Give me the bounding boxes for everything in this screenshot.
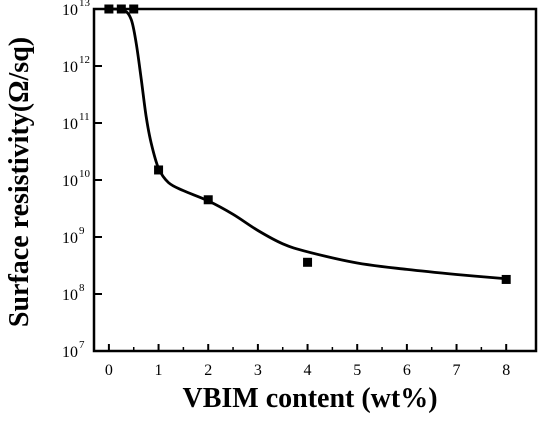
y-tick-exponent: 9	[79, 225, 85, 237]
y-tick-label: 10 12	[62, 54, 90, 76]
y-tick-exponent: 7	[79, 339, 85, 351]
y-tick-label: 10 7	[62, 339, 85, 361]
x-tick-label: 2	[204, 362, 212, 379]
x-tick-label: 0	[105, 362, 113, 379]
data-point	[116, 4, 126, 14]
x-tick-label: 8	[502, 362, 510, 379]
data-point	[303, 257, 313, 267]
y-tick-exponent: 12	[79, 54, 90, 66]
data-point	[203, 195, 213, 205]
x-tick-label: 3	[254, 362, 262, 379]
y-tick-base: 10	[62, 344, 78, 361]
plot-frame	[92, 7, 538, 353]
x-tick-label: 6	[403, 362, 411, 379]
y-axis-title: Surface resistivity(Ω/sq)	[4, 37, 35, 327]
fit-curve	[108, 7, 507, 281]
x-tick-label: 5	[353, 362, 361, 379]
data-point	[154, 165, 164, 175]
y-tick-label: 10 10	[62, 168, 91, 190]
y-tick-exponent: 8	[79, 282, 85, 294]
y-tick-base: 10	[62, 173, 78, 190]
y-tick-exponent: 11	[79, 111, 90, 123]
y-tick-base: 10	[62, 59, 78, 76]
y-tick-label: 10 8	[62, 282, 85, 304]
y-tick-base: 10	[62, 2, 78, 19]
x-axis-title: VBIM content (wt%)	[182, 383, 437, 414]
data-point	[501, 274, 511, 284]
x-tick-label: 7	[453, 362, 461, 379]
x-tick-label: 1	[155, 362, 163, 379]
y-tick-base: 10	[62, 116, 78, 133]
y-tick-exponent: 13	[79, 0, 91, 9]
data-point	[129, 4, 139, 14]
x-axis-ticks: 0 1 2 3 4 5 6 7 8	[105, 344, 510, 379]
y-tick-label: 10 11	[62, 111, 90, 133]
y-tick-label: 10 9	[62, 225, 85, 247]
x-tick-label: 4	[304, 362, 312, 379]
y-tick-base: 10	[62, 230, 78, 247]
y-tick-exponent: 10	[79, 168, 91, 180]
data-point	[104, 4, 114, 14]
y-tick-label: 10 13	[62, 0, 91, 19]
data-points	[104, 4, 511, 284]
y-tick-base: 10	[62, 287, 78, 304]
